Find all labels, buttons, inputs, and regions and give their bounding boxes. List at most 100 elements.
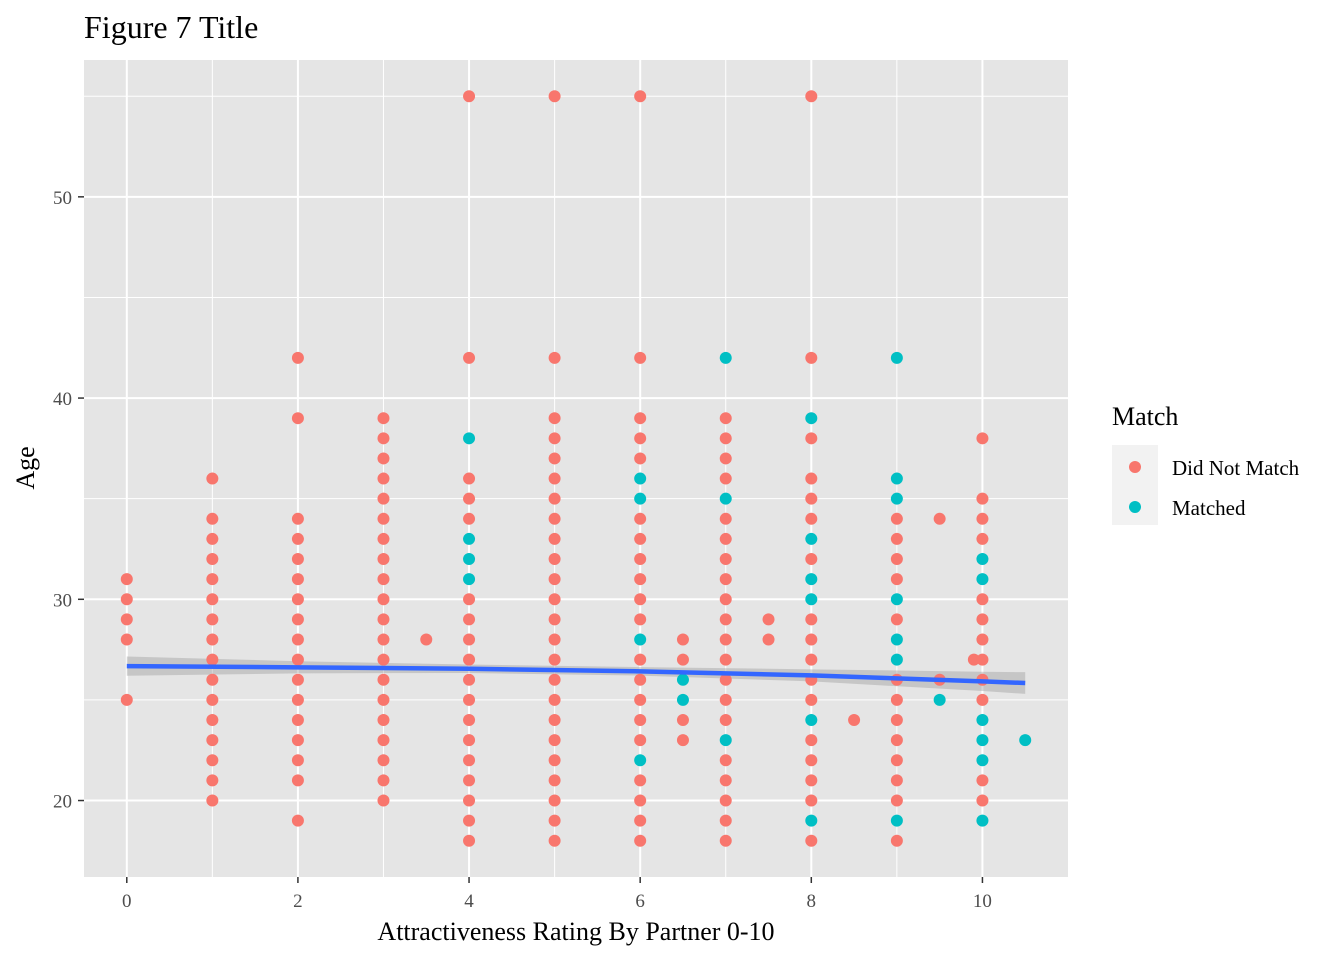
point-did-not-match bbox=[762, 633, 775, 646]
y-axis: 20 30 40 50 bbox=[53, 188, 84, 813]
point-did-not-match bbox=[967, 653, 980, 666]
point-did-not-match bbox=[634, 432, 647, 445]
point-did-not-match bbox=[377, 573, 390, 586]
point-did-not-match bbox=[206, 673, 219, 686]
point-did-not-match bbox=[634, 593, 647, 606]
point-did-not-match bbox=[976, 693, 989, 706]
point-matched bbox=[463, 573, 476, 586]
point-did-not-match bbox=[634, 573, 647, 586]
point-did-not-match bbox=[805, 553, 818, 566]
point-did-not-match bbox=[805, 472, 818, 485]
point-did-not-match bbox=[420, 633, 433, 646]
point-matched bbox=[976, 573, 989, 586]
point-did-not-match bbox=[548, 794, 561, 807]
point-did-not-match bbox=[548, 834, 561, 847]
point-did-not-match bbox=[120, 593, 133, 606]
point-did-not-match bbox=[805, 90, 818, 103]
point-did-not-match bbox=[676, 633, 689, 646]
point-did-not-match bbox=[548, 90, 561, 103]
point-did-not-match bbox=[890, 553, 903, 566]
point-did-not-match bbox=[206, 693, 219, 706]
point-matched bbox=[805, 714, 818, 727]
point-matched bbox=[976, 553, 989, 566]
point-did-not-match bbox=[548, 492, 561, 505]
x-axis-title: Attractiveness Rating By Partner 0-10 bbox=[377, 917, 774, 946]
point-did-not-match bbox=[377, 492, 390, 505]
point-did-not-match bbox=[762, 613, 775, 626]
point-did-not-match bbox=[548, 512, 561, 525]
point-did-not-match bbox=[719, 633, 732, 646]
point-did-not-match bbox=[291, 653, 304, 666]
point-did-not-match bbox=[463, 90, 476, 103]
point-matched bbox=[634, 492, 647, 505]
point-matched bbox=[719, 734, 732, 747]
point-did-not-match bbox=[719, 653, 732, 666]
point-did-not-match bbox=[206, 532, 219, 545]
legend: Match Did Not Match Matched bbox=[1112, 402, 1300, 525]
point-did-not-match bbox=[890, 834, 903, 847]
point-matched bbox=[890, 814, 903, 827]
point-did-not-match bbox=[463, 492, 476, 505]
x-tick-label: 4 bbox=[464, 891, 474, 912]
point-did-not-match bbox=[206, 734, 219, 747]
point-did-not-match bbox=[377, 633, 390, 646]
point-did-not-match bbox=[976, 492, 989, 505]
point-did-not-match bbox=[676, 653, 689, 666]
point-did-not-match bbox=[548, 633, 561, 646]
point-did-not-match bbox=[291, 673, 304, 686]
point-did-not-match bbox=[120, 573, 133, 586]
point-did-not-match bbox=[805, 633, 818, 646]
point-did-not-match bbox=[463, 734, 476, 747]
point-did-not-match bbox=[548, 693, 561, 706]
point-did-not-match bbox=[719, 814, 732, 827]
point-did-not-match bbox=[634, 653, 647, 666]
point-matched bbox=[634, 754, 647, 767]
point-did-not-match bbox=[719, 472, 732, 485]
point-did-not-match bbox=[291, 693, 304, 706]
point-did-not-match bbox=[805, 432, 818, 445]
point-matched bbox=[463, 553, 476, 566]
point-did-not-match bbox=[805, 834, 818, 847]
point-did-not-match bbox=[548, 734, 561, 747]
chart-title: Figure 7 Title bbox=[84, 9, 258, 45]
point-did-not-match bbox=[634, 351, 647, 364]
point-did-not-match bbox=[548, 673, 561, 686]
point-did-not-match bbox=[634, 512, 647, 525]
point-did-not-match bbox=[206, 472, 219, 485]
point-did-not-match bbox=[634, 834, 647, 847]
point-did-not-match bbox=[463, 714, 476, 727]
point-did-not-match bbox=[676, 734, 689, 747]
point-did-not-match bbox=[463, 774, 476, 787]
point-matched bbox=[976, 714, 989, 727]
point-did-not-match bbox=[291, 512, 304, 525]
point-did-not-match bbox=[890, 532, 903, 545]
trend-line bbox=[126, 663, 1026, 686]
point-did-not-match bbox=[976, 794, 989, 807]
legend-key-dot bbox=[1129, 461, 1141, 473]
point-did-not-match bbox=[805, 492, 818, 505]
point-matched bbox=[976, 754, 989, 767]
point-did-not-match bbox=[634, 553, 647, 566]
point-did-not-match bbox=[548, 351, 561, 364]
point-did-not-match bbox=[463, 693, 476, 706]
point-did-not-match bbox=[634, 90, 647, 103]
point-did-not-match bbox=[463, 512, 476, 525]
point-did-not-match bbox=[377, 774, 390, 787]
point-matched bbox=[890, 492, 903, 505]
point-did-not-match bbox=[805, 774, 818, 787]
point-did-not-match bbox=[890, 754, 903, 767]
point-did-not-match bbox=[120, 613, 133, 626]
point-did-not-match bbox=[634, 734, 647, 747]
point-did-not-match bbox=[206, 633, 219, 646]
point-did-not-match bbox=[377, 553, 390, 566]
legend-entry-label: Did Not Match bbox=[1172, 456, 1300, 480]
point-did-not-match bbox=[634, 774, 647, 787]
point-did-not-match bbox=[463, 814, 476, 827]
point-did-not-match bbox=[206, 593, 219, 606]
point-did-not-match bbox=[377, 472, 390, 485]
point-matched bbox=[976, 814, 989, 827]
point-matched bbox=[719, 492, 732, 505]
point-did-not-match bbox=[890, 693, 903, 706]
point-matched bbox=[890, 351, 903, 364]
